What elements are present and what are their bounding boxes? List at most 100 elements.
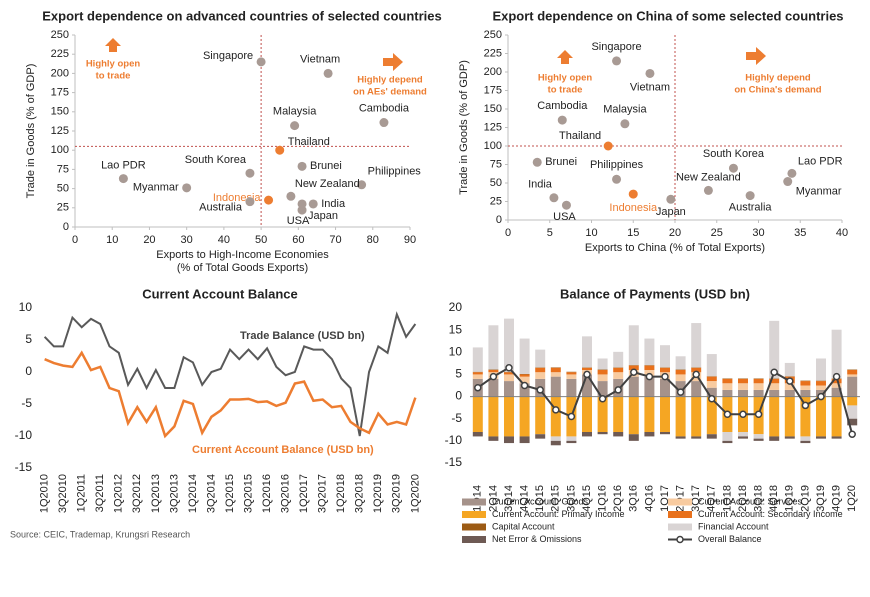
arrow-icon <box>557 50 573 64</box>
bar-segment <box>660 396 670 432</box>
data-point <box>628 189 638 199</box>
bar-segment <box>550 372 561 377</box>
data-point <box>728 163 738 173</box>
point-label: Thailand <box>288 136 330 148</box>
y-tick-label: 100 <box>484 140 502 152</box>
bar-segment <box>800 389 811 397</box>
x-tick-label: 3Q2018 <box>354 474 366 513</box>
data-point <box>745 191 755 201</box>
legend-swatch <box>462 511 486 518</box>
x-tick-label: 2Q18 <box>737 485 749 512</box>
y-tick-label: 225 <box>51 48 69 60</box>
point-label: Brunei <box>545 156 577 168</box>
y-tick-label: 5 <box>25 332 32 346</box>
x-tick-label: 2Q19 <box>799 485 811 512</box>
bar-segment <box>660 378 670 397</box>
bar-segment <box>566 372 577 375</box>
y-tick-label: 175 <box>484 84 502 96</box>
bar-segment <box>597 396 608 432</box>
x-tick-label: 4Q19 <box>831 485 843 512</box>
line-marker <box>770 368 778 376</box>
bar-segment <box>816 381 826 386</box>
data-point <box>357 180 367 190</box>
y-tick-label: 200 <box>484 66 502 78</box>
bar-segment <box>816 396 826 437</box>
x-tick-label: 1Q2012 <box>113 474 125 513</box>
y-tick-label: 10 <box>19 300 33 314</box>
bar-segment <box>519 376 530 384</box>
bar-segment <box>535 349 546 368</box>
bar-segment <box>784 436 795 439</box>
bar-segment <box>566 440 577 444</box>
data-point <box>557 115 567 125</box>
x-tick-label: 0 <box>505 227 511 239</box>
point-label: Lao PDR <box>798 155 843 167</box>
y-tick-label: 0 <box>496 214 502 226</box>
legend-label: Current Account: Goods <box>492 496 589 506</box>
bar-segment <box>691 367 702 373</box>
x-tick-label: 1Q18 <box>721 485 733 512</box>
x-tick-label: 1Q20 <box>846 485 858 512</box>
bar-segment <box>753 378 764 384</box>
point-label: New Zealand <box>676 171 741 183</box>
bar-segment <box>769 389 780 397</box>
x-tick-label: 1Q15 <box>534 485 546 512</box>
data-point <box>275 145 285 155</box>
x-tick-label: 1Q19 <box>784 485 796 512</box>
y-tick-label: 50 <box>490 177 502 189</box>
y-tick-label: 200 <box>51 67 69 79</box>
x-tick-label: 10 <box>106 234 118 246</box>
bar-segment <box>566 374 577 379</box>
data-point <box>703 185 713 195</box>
line-marker <box>536 386 544 394</box>
bar-segment <box>597 381 608 397</box>
line-marker <box>832 372 841 381</box>
series-label: Current Account Balance (USD bn) <box>192 444 374 456</box>
y-tick-label: -5 <box>451 411 462 425</box>
bar-segment <box>753 438 764 441</box>
bar-segment <box>644 396 655 432</box>
bar-segment <box>582 367 592 370</box>
bar-segment <box>644 376 655 397</box>
data-point <box>532 157 542 167</box>
x-tick-label: 3Q2011 <box>94 474 106 512</box>
data-point <box>118 174 128 184</box>
bar-segment <box>550 376 561 397</box>
bar-segment <box>847 376 858 397</box>
bar-segment <box>847 370 858 375</box>
series-label: Trade Balance (USD bn) <box>240 330 365 342</box>
x-tick-label: 3Q2015 <box>242 474 254 513</box>
bar-segment <box>613 432 624 437</box>
series-line <box>43 311 417 437</box>
bar-segment <box>472 432 483 437</box>
x-tick-label: 1Q2015 <box>224 474 236 513</box>
data-point <box>612 56 622 66</box>
bar-segment <box>831 378 842 384</box>
bar-segment <box>582 336 592 368</box>
x-tick-label: 1Q2013 <box>150 474 162 513</box>
y-tick-label: 250 <box>484 29 502 41</box>
bar-segment <box>566 436 577 441</box>
y-axis-label: Trade in Goods (% of GDP) <box>25 64 37 199</box>
x-tick-label: 1Q2014 <box>187 474 199 513</box>
bar-segment <box>550 367 561 373</box>
chart-title: Export dependence on advanced countries … <box>42 8 442 23</box>
bar-segment <box>675 436 686 439</box>
x-tick-label: 3Q18 <box>753 485 765 512</box>
bar-segment <box>488 396 499 437</box>
bar-segment <box>504 381 514 397</box>
bar-segment <box>769 396 780 437</box>
legend-swatch <box>676 535 684 544</box>
point-label: USA <box>553 211 576 223</box>
data-point <box>182 183 192 193</box>
annotation: on AEs' demand <box>353 87 427 98</box>
annotation: Highly depend <box>357 75 423 86</box>
line-marker <box>583 370 591 379</box>
line-marker <box>786 377 794 385</box>
bar-segment <box>706 381 717 388</box>
point-label: Singapore <box>591 41 641 53</box>
x-tick-label: 3Q17 <box>690 485 702 512</box>
bar-segment <box>504 318 514 372</box>
bar-segment <box>504 436 514 444</box>
